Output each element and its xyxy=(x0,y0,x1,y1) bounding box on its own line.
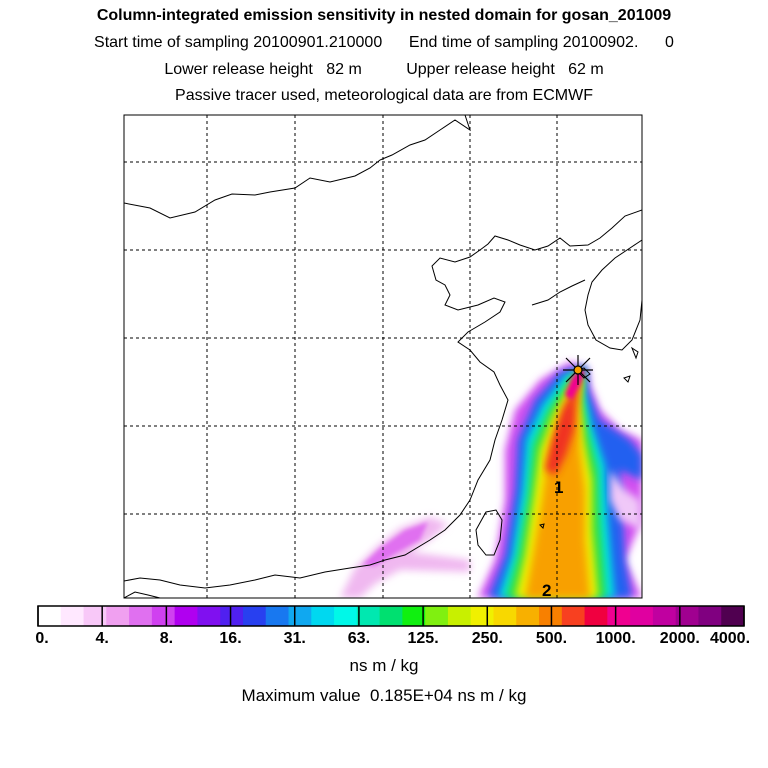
colorbar-swatch xyxy=(60,606,85,626)
colorbar-tick-label: 4. xyxy=(95,630,109,647)
colorbar-swatch xyxy=(288,606,312,626)
release-height-line: Lower release height 82 m Upper release … xyxy=(164,61,604,78)
colorbar-swatch xyxy=(516,606,540,626)
coast-tsushima xyxy=(630,346,639,360)
tracer-info-line: Passive tracer used, meteorological data… xyxy=(175,87,593,104)
colorbar-swatch xyxy=(652,606,677,626)
colorbar-swatch xyxy=(447,606,472,626)
colorbar-swatch xyxy=(721,606,745,626)
colorbar-swatch xyxy=(539,606,563,626)
colorbar-swatch xyxy=(698,606,722,626)
colorbar-tick-label: 63. xyxy=(347,630,371,647)
colorbar-swatch xyxy=(129,606,153,626)
colorbar-swatch xyxy=(379,606,403,626)
unit-label: ns m / kg xyxy=(349,656,419,675)
colorbar-tick-label: 125. xyxy=(407,630,439,647)
colorbar-swatch xyxy=(38,606,62,626)
coast-hainan xyxy=(124,591,161,598)
colorbar-swatch xyxy=(220,606,244,626)
map-frame xyxy=(123,114,643,599)
colorbar-swatch xyxy=(470,606,494,626)
colorbar-swatch xyxy=(174,606,198,626)
colorbar-swatch xyxy=(265,606,290,626)
colorbar-swatch xyxy=(402,606,426,626)
coastlines xyxy=(124,115,642,598)
coast-taiwan xyxy=(475,509,503,556)
colorbar-swatch xyxy=(607,606,631,626)
plume-sw-inner xyxy=(362,522,428,566)
colorbar-tick-label: 500. xyxy=(535,630,568,647)
colorbar-tick-label: 2000. xyxy=(659,630,700,647)
plume-east-blob xyxy=(610,470,642,530)
sampling-time-line: Start time of sampling 20100901.210000 E… xyxy=(94,34,674,51)
chart-title: Column-integrated emission sensitivity i… xyxy=(96,7,672,24)
plume-sw-outer xyxy=(340,517,470,598)
colorbar-swatch xyxy=(356,606,381,626)
receptor-marker xyxy=(563,355,593,385)
colorbar-swatch xyxy=(675,606,699,626)
colorbar-swatch xyxy=(242,606,267,626)
colorbar-swatch xyxy=(83,606,107,626)
coast-china xyxy=(124,209,642,589)
coast-korea xyxy=(584,239,642,351)
contour-label: 1 xyxy=(554,478,563,497)
contour-label: 2 xyxy=(542,581,551,600)
colorbar-swatch xyxy=(584,606,608,626)
colorbar-tick-label: 250. xyxy=(471,630,503,647)
lat-lon-grid xyxy=(124,115,642,598)
colorbar-swatch xyxy=(197,606,221,626)
coast-liaodong xyxy=(531,279,586,306)
colorbar-swatch xyxy=(106,606,130,626)
colorbar-tick-label: 4000. xyxy=(709,630,751,647)
colorbar-tick-label: 1000. xyxy=(595,630,636,647)
max-value-label: Maximum value 0.185E+04 ns m / kg xyxy=(241,686,527,705)
colorbar-swatch xyxy=(425,606,449,626)
colorbar xyxy=(37,605,745,627)
colorbar-tick-label: 8. xyxy=(159,630,174,647)
colorbar-swatch xyxy=(334,606,358,626)
colorbar-swatch xyxy=(311,606,335,626)
coast-north xyxy=(124,115,471,219)
colorbar-swatch xyxy=(493,606,517,626)
colorbar-swatch xyxy=(561,606,586,626)
colorbar-swatch xyxy=(630,606,654,626)
coast-islets xyxy=(539,375,631,529)
plume-magenta xyxy=(565,368,585,400)
colorbar-tick-label: 16. xyxy=(219,630,242,647)
colorbar-frame xyxy=(37,605,745,627)
colorbar-tick-label: 31. xyxy=(283,630,306,647)
colorbar-tick-label: 0. xyxy=(35,630,49,647)
colorbar-swatch xyxy=(151,606,176,626)
